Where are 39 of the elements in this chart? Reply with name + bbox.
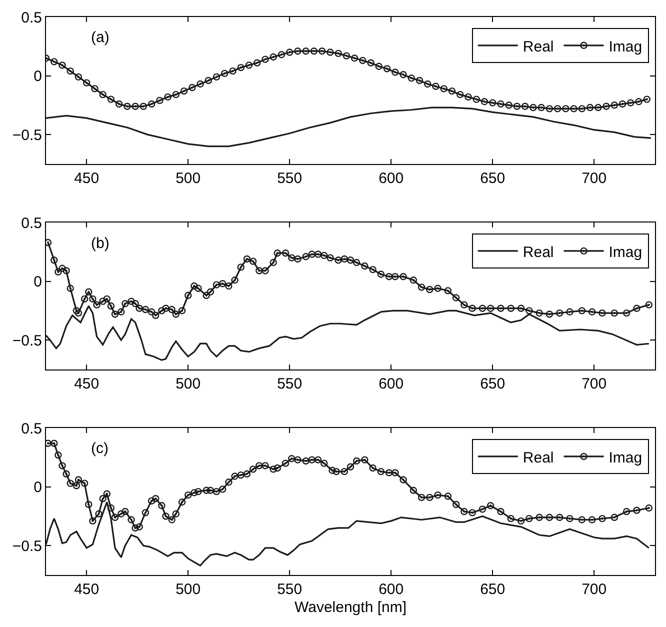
line-series bbox=[46, 305, 650, 361]
y-tick-label: 0.5 bbox=[21, 9, 42, 26]
y-tick-label: 0 bbox=[34, 479, 42, 496]
line-series bbox=[46, 106, 652, 148]
annotation: (c) bbox=[91, 440, 108, 457]
x-tick-label: 700 bbox=[582, 581, 607, 598]
x-tick-label: 650 bbox=[480, 581, 506, 598]
legend-label: Imag bbox=[608, 449, 642, 466]
x-axis-title: Wavelength [nm] bbox=[294, 599, 406, 616]
annotation: (b) bbox=[91, 235, 110, 252]
y-tick-label: 0 bbox=[34, 68, 42, 86]
x-tick-label: 450 bbox=[74, 170, 100, 187]
x-tick-label: 650 bbox=[480, 170, 506, 187]
x-tick-label: 550 bbox=[277, 170, 302, 187]
legend-label: Real bbox=[522, 38, 554, 56]
x-tick-label: 500 bbox=[176, 581, 201, 598]
legend-label: Real bbox=[522, 449, 554, 466]
x-tick-label: 500 bbox=[176, 375, 201, 392]
x-tick-label: 550 bbox=[277, 375, 302, 392]
legend-label: Imag bbox=[608, 244, 642, 261]
annotation: (a) bbox=[91, 29, 110, 46]
x-tick-label: 600 bbox=[378, 170, 404, 187]
y-tick-label: 0.5 bbox=[21, 420, 42, 438]
y-tick-label: −0.5 bbox=[12, 538, 42, 555]
y-tick-label: 0 bbox=[34, 274, 42, 291]
legend-label: Imag bbox=[608, 38, 642, 56]
x-tick-label: 550 bbox=[277, 581, 302, 598]
x-tick-label: 700 bbox=[582, 170, 607, 187]
x-tick-label: 700 bbox=[582, 375, 607, 392]
x-tick-label: 600 bbox=[378, 581, 404, 598]
legend-label: Real bbox=[522, 244, 554, 261]
x-tick-label: 600 bbox=[378, 375, 404, 392]
x-tick-label: 500 bbox=[176, 170, 201, 187]
x-tick-label: 650 bbox=[480, 375, 506, 392]
x-tick-label: 450 bbox=[74, 375, 100, 392]
y-tick-label: 0.5 bbox=[21, 214, 42, 232]
x-tick-label: 450 bbox=[74, 581, 100, 598]
y-tick-label: −0.5 bbox=[12, 332, 42, 350]
y-tick-label: −0.5 bbox=[12, 126, 42, 144]
